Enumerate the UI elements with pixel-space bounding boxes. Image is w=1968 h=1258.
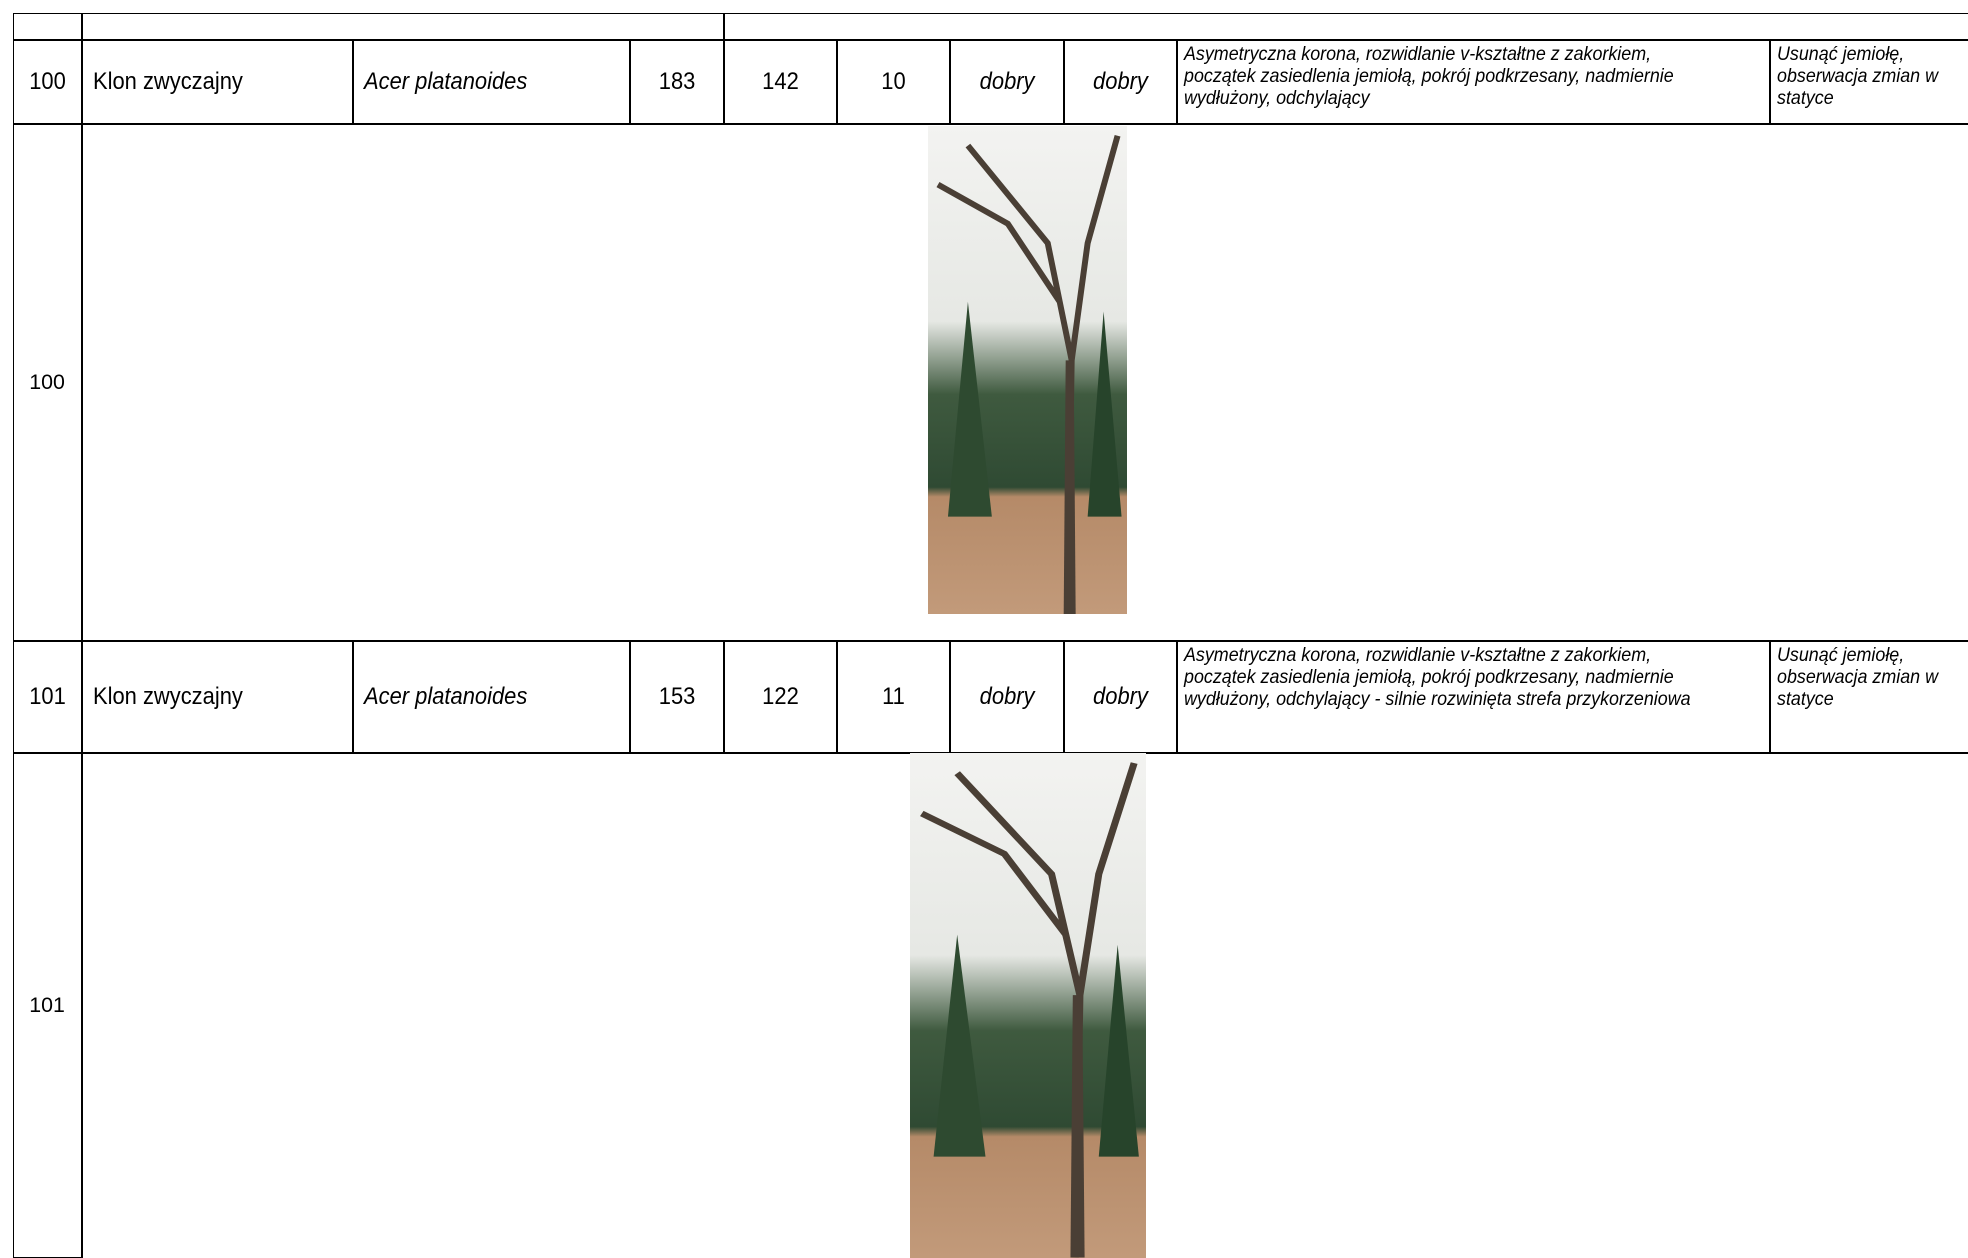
tree-photo [927, 125, 1128, 614]
tree-drawing [936, 134, 1122, 614]
cell-text: Asymetryczna korona, rozwidlanie v-kszta… [1184, 644, 1691, 710]
table-cell: Klon zwyczajny [81, 641, 353, 754]
cell-text: Asymetryczna korona, rozwidlanie v-kszta… [1184, 43, 1675, 109]
table-cell: Klon zwyczajny [81, 40, 353, 125]
cell-text: Usunąć jemiołę, obserwacja zmian w staty… [1776, 43, 1938, 109]
header-cell [81, 12, 725, 41]
table-cell: 101 [12, 753, 82, 1258]
table-cell: 101 [12, 641, 82, 754]
cell-text: Usunąć jemiołę, obserwacja zmian w staty… [1776, 644, 1938, 710]
cell-text: dobry [979, 682, 1035, 710]
header-cell [724, 12, 1968, 41]
table-cell: 122 [724, 641, 838, 754]
cell-text: Klon zwyczajny [92, 67, 243, 95]
table-cell: Acer platanoides [352, 40, 631, 125]
table-cell: 100 [12, 124, 82, 642]
cell-text: dobry [1093, 682, 1149, 710]
header-cell [12, 12, 82, 41]
table-cell: Usunąć jemiołę, obserwacja zmian w staty… [1769, 641, 1968, 754]
table-cell: 10 [837, 40, 951, 125]
table-cell: dobry [1064, 40, 1178, 125]
cell-text: 11 [882, 682, 905, 710]
cell-text: 101 [29, 992, 65, 1017]
table-cell: 183 [630, 40, 725, 125]
cell-text: 122 [762, 682, 799, 710]
table-cell: dobry [950, 40, 1065, 125]
table-cell: 100 [12, 40, 82, 125]
table-cell: Acer platanoides [352, 641, 631, 754]
table-cell: Asymetryczna korona, rozwidlanie v-kszta… [1177, 641, 1770, 754]
table-cell: Usunąć jemiołę, obserwacja zmian w staty… [1769, 40, 1968, 125]
tree-drawing [919, 762, 1139, 1258]
cell-text: 10 [881, 67, 906, 95]
cell-text: dobry [979, 67, 1035, 95]
tree-photo [909, 753, 1146, 1258]
table-cell: 142 [724, 40, 838, 125]
cell-text: 101 [28, 682, 66, 710]
photo-cell [81, 124, 1968, 642]
cell-text: dobry [1093, 67, 1149, 95]
cell-text: 153 [658, 682, 696, 710]
table-cell: 11 [837, 641, 951, 754]
cell-text: Acer platanoides [363, 682, 527, 710]
cell-text: 100 [29, 370, 65, 395]
cell-text: 142 [762, 67, 799, 95]
table-cell: Asymetryczna korona, rozwidlanie v-kszta… [1177, 40, 1770, 125]
table-cell: dobry [1064, 641, 1178, 754]
table-cell: 153 [630, 641, 725, 754]
cell-text: Acer platanoides [363, 67, 527, 95]
cell-text: Klon zwyczajny [92, 682, 243, 710]
cell-text: 183 [658, 67, 696, 95]
cell-text: 100 [28, 67, 66, 95]
table-cell: dobry [950, 641, 1065, 754]
